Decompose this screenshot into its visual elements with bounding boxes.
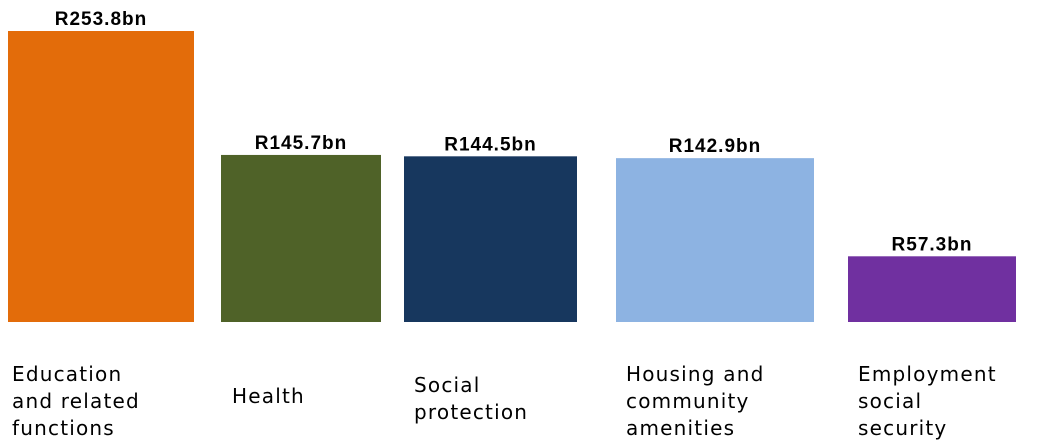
bar-social-protection (404, 156, 577, 322)
category-label-housing: Housing and community amenities (626, 362, 765, 440)
category-label-education: Education and related functions (12, 362, 140, 440)
category-label-health: Health (232, 384, 305, 408)
value-label-housing: R142.9bn (669, 136, 761, 157)
value-label-social-protection: R144.5bn (444, 134, 536, 155)
value-label-education: R253.8bn (55, 9, 147, 30)
bar-health (221, 154, 381, 322)
category-label-social-protection: Social protection (414, 373, 529, 424)
bar-employment (848, 256, 1016, 322)
category-label-employment: Employment social security (858, 362, 997, 440)
bar-education (8, 31, 194, 322)
value-label-health: R145.7bn (255, 133, 347, 154)
value-label-employment: R57.3bn (892, 234, 973, 255)
bar-housing (616, 158, 814, 322)
